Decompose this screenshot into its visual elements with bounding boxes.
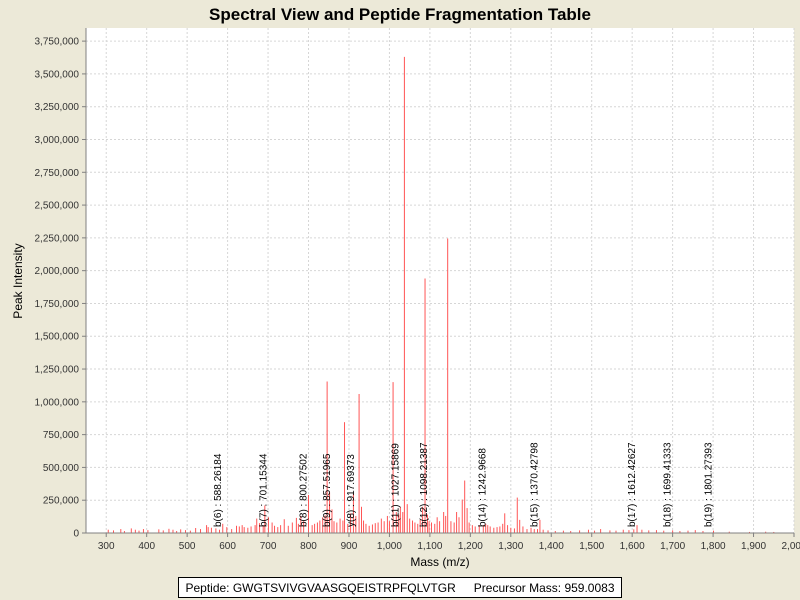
y-tick-label: 1,500,000 xyxy=(35,332,80,343)
x-tick-label: 300 xyxy=(98,541,115,552)
x-tick-label: 2,000 xyxy=(781,541,800,552)
grid-lines xyxy=(86,28,795,533)
y-tick-label: 3,000,000 xyxy=(35,135,80,146)
x-tick-label: 1,500 xyxy=(579,541,604,552)
y-axis-label: Peak Intensity xyxy=(11,243,25,318)
fragment-annotation-label: b(11) : 1027.15869 xyxy=(390,443,401,527)
chart-title: Spectral View and Peptide Fragmentation … xyxy=(209,5,591,24)
x-tick-label: 900 xyxy=(341,541,358,552)
axes: 300 400 500 600 700 800 900 1,000 1,100 1,200 1,30… xyxy=(35,28,800,552)
fragment-annotation-label: y(8) : 917.69373 xyxy=(346,454,357,527)
y-tick-label: 2,000,000 xyxy=(35,266,80,277)
x-tick-label: 1,400 xyxy=(539,541,564,552)
x-tick-label: 600 xyxy=(219,541,236,552)
x-tick-label: 1,800 xyxy=(701,541,726,552)
fragment-annotation-label: b(18) : 1699.41333 xyxy=(662,442,673,527)
y-tick-label: 2,750,000 xyxy=(35,168,80,179)
x-tick-label: 700 xyxy=(260,541,277,552)
y-tick-label: 1,000,000 xyxy=(35,397,80,408)
y-tick-label: 3,500,000 xyxy=(35,69,80,80)
peptide-info-box: Peptide: GWGTSVIVGVAASGQEISTRPFQLVTGR Pr… xyxy=(178,577,622,598)
x-axis-label: Mass (m/z) xyxy=(410,555,469,569)
y-tick-label: 1,250,000 xyxy=(35,365,80,376)
x-tick-label: 1,900 xyxy=(741,541,766,552)
fragment-annotation-label: b(7) : 701.15344 xyxy=(259,453,270,527)
peaks xyxy=(107,56,775,533)
fragment-annotation-label: b(6) : 588.26184 xyxy=(213,453,224,527)
fragment-annotation-label: b(17) : 1612.42627 xyxy=(627,442,638,527)
x-tick-label: 1,100 xyxy=(417,541,442,552)
y-tick-label: 500,000 xyxy=(43,463,80,474)
y-tick-label: 750,000 xyxy=(43,430,80,441)
x-tick-label: 1,700 xyxy=(660,541,685,552)
precursor-mass: Precursor Mass: 959.0083 xyxy=(473,580,615,595)
x-tick-label: 800 xyxy=(300,541,317,552)
fragment-annotation-label: b(8) : 800.27502 xyxy=(299,453,310,527)
fragment-annotation-label: b(14) : 1242.9668 xyxy=(478,448,489,527)
fragment-annotation-label: b(15) : 1370.42798 xyxy=(529,442,540,527)
x-tick-label: 1,300 xyxy=(498,541,523,552)
y-tick-label: 3,750,000 xyxy=(35,37,80,48)
x-tick-label: 1,600 xyxy=(620,541,645,552)
fragment-annotation-label: b(9) : 857.51965 xyxy=(322,453,333,527)
spectrum-chart: Spectral View and Peptide Fragmentation … xyxy=(11,5,800,569)
peptide-sequence: Peptide: GWGTSVIVGVAASGQEISTRPFQLVTGR xyxy=(185,580,456,595)
fragment-annotation-label: b(12) : 1098.21387 xyxy=(419,442,430,527)
y-tick-label: 2,500,000 xyxy=(35,201,80,212)
y-tick-label: 250,000 xyxy=(43,496,80,507)
y-tick-label: 3,250,000 xyxy=(35,102,80,113)
x-tick-label: 1,200 xyxy=(458,541,483,552)
x-tick-label: 400 xyxy=(138,541,155,552)
x-tick-label: 500 xyxy=(179,541,196,552)
x-tick-label: 1,000 xyxy=(377,541,402,552)
y-tick-label: 1,750,000 xyxy=(35,299,80,310)
y-tick-label: 0 xyxy=(73,529,79,540)
plot-area xyxy=(86,28,794,533)
y-tick-label: 2,250,000 xyxy=(35,233,80,244)
fragment-annotations: b(6) : 588.26184 b(7) : 701.15344 b(8) : 8… xyxy=(213,442,715,527)
fragment-annotation-label: b(19) : 1801.27393 xyxy=(704,442,715,527)
